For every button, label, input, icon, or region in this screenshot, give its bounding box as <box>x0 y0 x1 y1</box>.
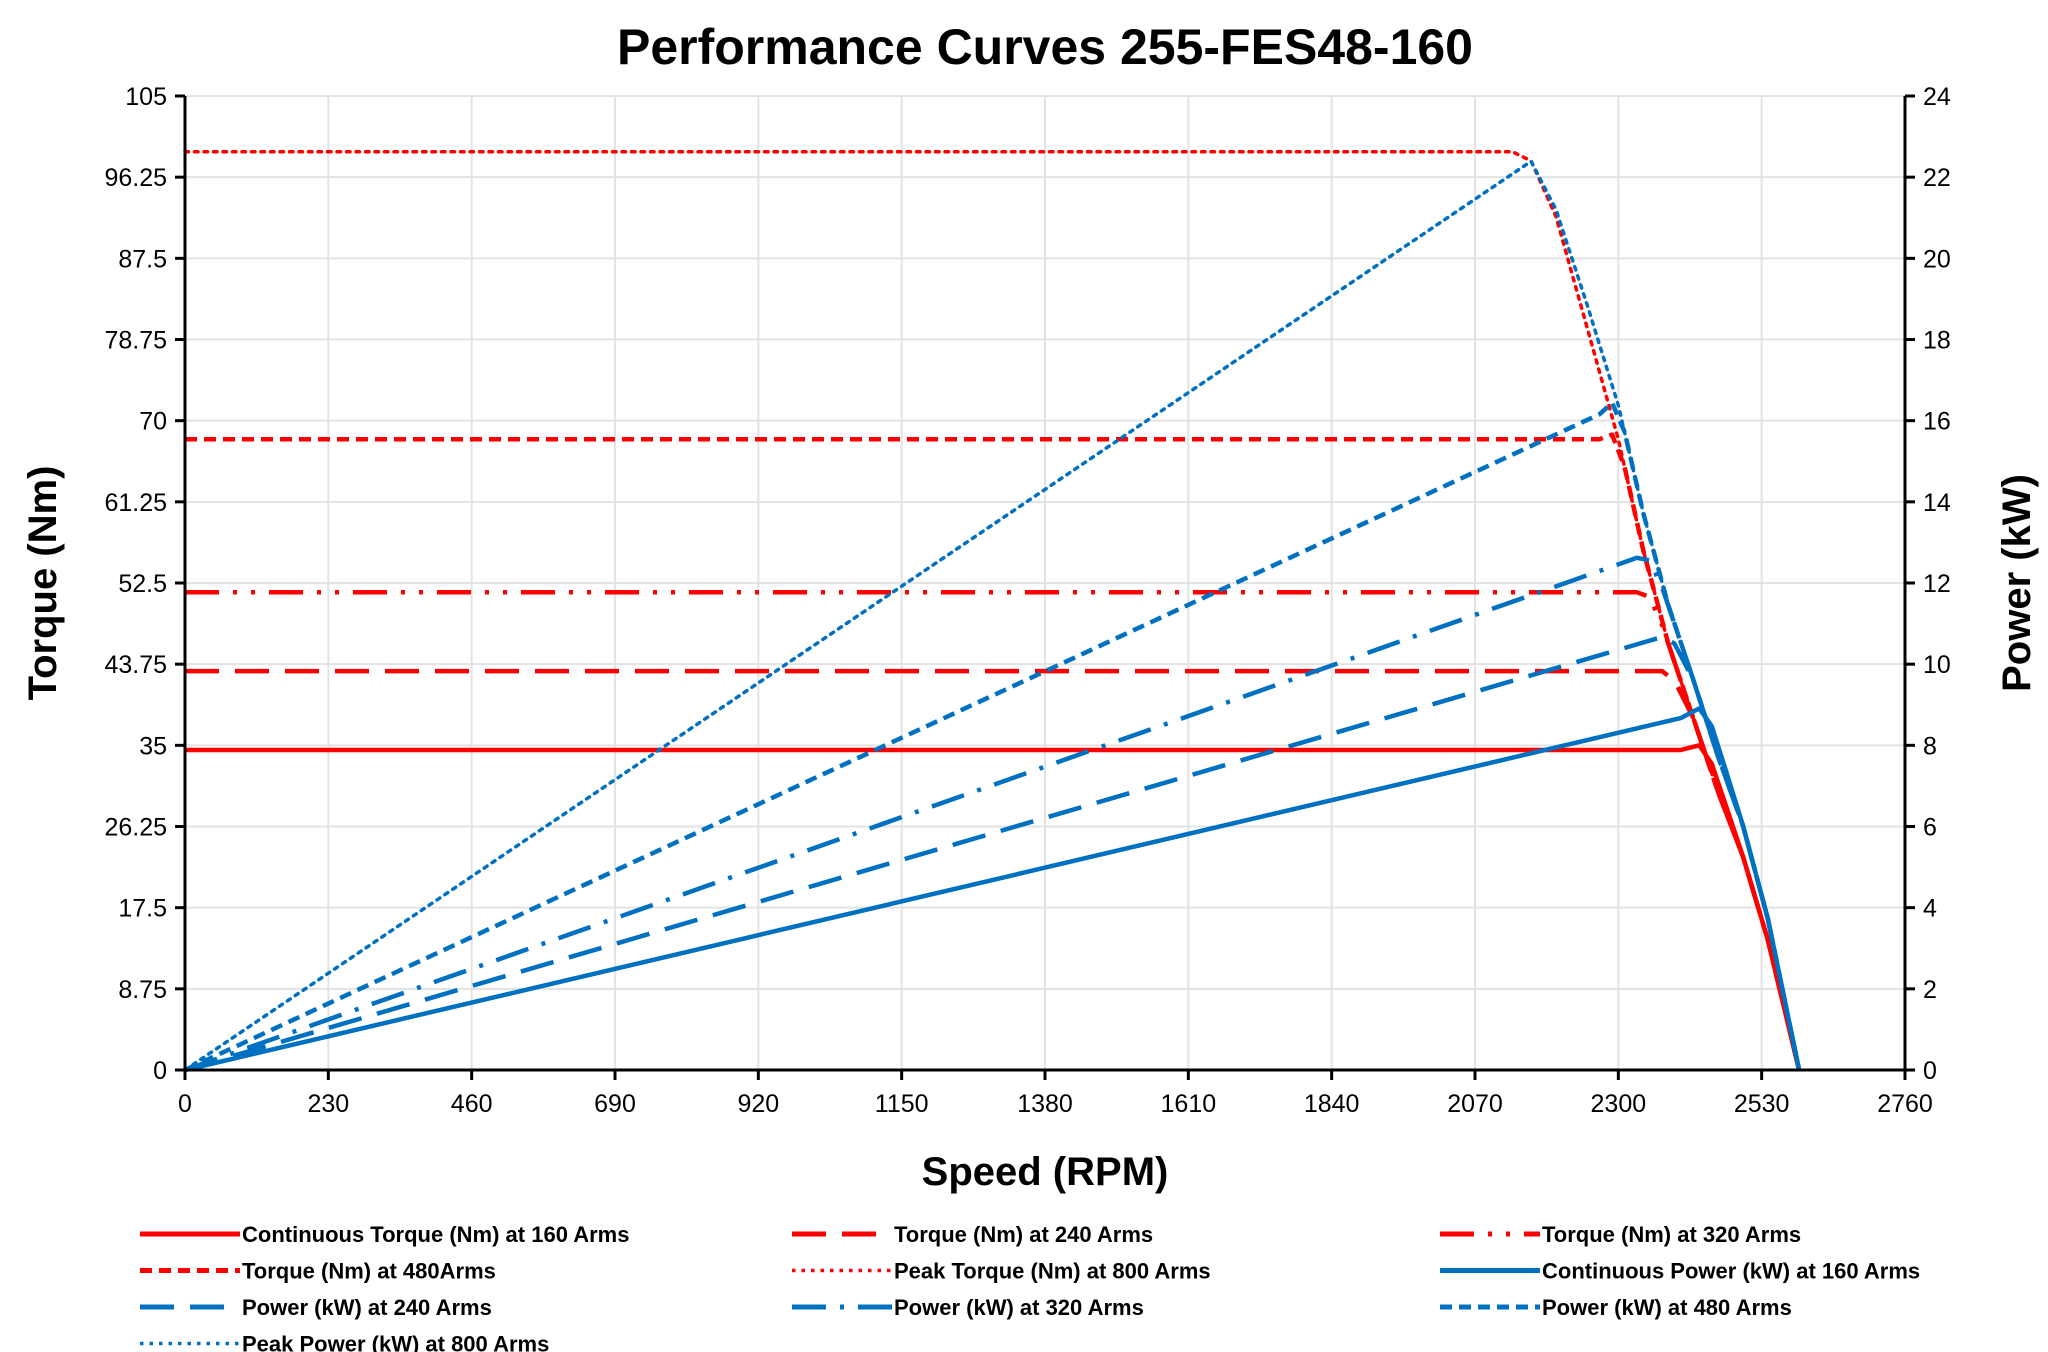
x-tick-label: 1150 <box>875 1090 929 1118</box>
axes: 0 230 460 690 920 1150 1380 1610 1840 2070 2300 253… <box>104 83 1950 1118</box>
series-line-6 <box>184 706 1802 1073</box>
y-axis-label: Torque (Nm) <box>21 466 65 701</box>
x-tick-label: 2070 <box>1447 1090 1503 1118</box>
y2-tick-label: 12 <box>1923 570 1951 598</box>
legend-label: Peak Torque (Nm) at 800 Arms <box>894 1259 1211 1284</box>
legend-label: Torque (Nm) at 240 Arms <box>894 1222 1153 1247</box>
y2-tick-label: 2 <box>1923 976 1937 1004</box>
y2-tick-label: 6 <box>1923 814 1937 842</box>
grid <box>185 95 1905 1070</box>
legend-label: Continuous Power (kW) at 160 Arms <box>1542 1259 1920 1284</box>
x-tick-label: 1380 <box>1017 1090 1073 1118</box>
legend-label: Torque (Nm) at 480Arms <box>242 1259 496 1284</box>
chart-title: Performance Curves 255-FES48-160 <box>617 19 1473 75</box>
legend: Continuous Torque (Nm) at 160 Arms Torque… <box>140 1222 1920 1352</box>
series-line-7 <box>184 634 1802 1073</box>
legend-label: Torque (Nm) at 320 Arms <box>1542 1222 1801 1247</box>
y-tick-label: 0 <box>153 1057 167 1085</box>
x-tick-label: 2300 <box>1591 1090 1647 1118</box>
series-line-5 <box>183 149 1801 1072</box>
y-tick-label: 105 <box>125 83 167 111</box>
series-line-9 <box>184 400 1802 1073</box>
y-tick-label: 96.25 <box>104 164 167 192</box>
x-tick-label: 1840 <box>1304 1090 1360 1118</box>
y-tick-label: 26.25 <box>104 814 167 842</box>
y-tick-label: 70 <box>139 408 167 436</box>
y-tick-label: 87.5 <box>118 245 167 273</box>
legend-label: Power (kW) at 320 Arms <box>894 1295 1144 1320</box>
y2-axis-label: Power (kW) <box>1995 474 2039 692</box>
y-tick-label: 8.75 <box>118 976 167 1004</box>
x-tick-label: 2530 <box>1734 1090 1790 1118</box>
series-line-8 <box>184 555 1802 1073</box>
legend-label: Continuous Torque (Nm) at 160 Arms <box>242 1222 629 1247</box>
series-line-4 <box>185 432 1802 1071</box>
x-tick-label: 920 <box>737 1090 779 1118</box>
y2-tick-label: 0 <box>1923 1057 1937 1085</box>
y2-tick-label: 8 <box>1923 732 1937 760</box>
x-tick-label: 0 <box>178 1090 192 1118</box>
legend-label: Power (kW) at 240 Arms <box>242 1295 492 1320</box>
y-tick-label: 61.25 <box>104 489 167 517</box>
y2-tick-label: 10 <box>1923 651 1951 679</box>
y-tick-label: 35 <box>139 732 167 760</box>
y-tick-label: 43.75 <box>104 651 167 679</box>
x-tick-label: 1610 <box>1161 1090 1217 1118</box>
y2-tick-label: 22 <box>1923 164 1951 192</box>
y2-tick-label: 20 <box>1923 245 1951 273</box>
x-tick-label: 230 <box>307 1090 349 1118</box>
legend-label: Peak Power (kW) at 800 Arms <box>242 1332 549 1352</box>
x-axis-label: Speed (RPM) <box>922 1150 1169 1194</box>
series-group <box>183 149 1802 1073</box>
legend-label: Power (kW) at 480 Arms <box>1542 1295 1792 1320</box>
y2-tick-label: 4 <box>1923 895 1937 923</box>
x-tick-label: 690 <box>594 1090 636 1118</box>
y-tick-label: 52.5 <box>118 570 167 598</box>
x-tick-label: 2760 <box>1877 1090 1933 1118</box>
y-tick-label: 17.5 <box>118 895 167 923</box>
series-line-2 <box>185 668 1802 1071</box>
y2-tick-label: 18 <box>1923 327 1951 355</box>
y2-tick-label: 16 <box>1923 408 1951 436</box>
series-line-10 <box>183 159 1801 1072</box>
x-tick-label: 460 <box>451 1090 493 1118</box>
y2-tick-label: 24 <box>1923 83 1951 111</box>
y2-tick-label: 14 <box>1923 489 1951 517</box>
y-tick-label: 78.75 <box>104 327 167 355</box>
